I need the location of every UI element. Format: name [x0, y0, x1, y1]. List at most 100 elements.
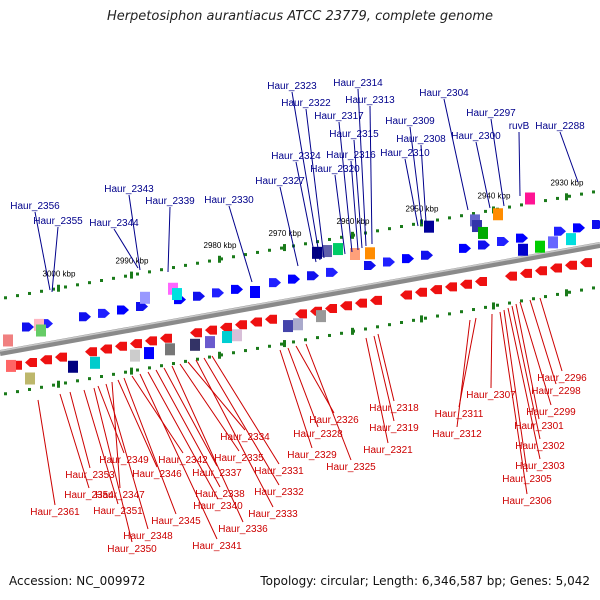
scale-dot: [184, 359, 187, 363]
scale-tick-label: 3000 kbp: [43, 270, 76, 279]
label-leader-line: [279, 349, 313, 449]
label-leader-line: [105, 383, 149, 530]
label-leader-line: [353, 139, 363, 249]
scale-dot: [40, 385, 43, 389]
reverse-gene-arrow: [145, 336, 157, 346]
label-leader-line: [409, 126, 423, 225]
label-leader-line: [357, 88, 367, 247]
scale-dot: [388, 227, 391, 231]
scale-dot: [520, 203, 523, 207]
scale-dot: [76, 379, 79, 383]
scale-major-tick: [218, 255, 221, 263]
scale-dot: [52, 287, 55, 291]
scale-dot: [244, 349, 247, 353]
scale-dot: [232, 255, 235, 259]
gene-block: [478, 226, 488, 239]
reverse-gene-label: Haur_2312: [432, 429, 482, 440]
reverse-gene-arrow: [535, 266, 547, 276]
scale-tick-label: 2950 kbp: [406, 204, 439, 213]
forward-gene-arrow: [22, 322, 34, 332]
gene-block: [293, 318, 303, 331]
label-leader-line: [69, 391, 91, 469]
reverse-gene-arrow: [550, 263, 562, 273]
reverse-gene-arrow: [190, 328, 202, 338]
reverse-gene-arrow: [445, 282, 457, 292]
label-leader-line: [117, 379, 158, 468]
scale-dot: [520, 299, 523, 303]
scale-dot: [376, 325, 379, 329]
scale-dot: [4, 296, 7, 300]
label-leader-line: [420, 144, 427, 223]
reverse-gene-label: Haur_2306: [502, 496, 552, 507]
gene-block: [316, 310, 326, 323]
gene-block: [365, 247, 375, 260]
reverse-gene-label: Haur_2335: [214, 453, 264, 464]
forward-gene-arrow: [117, 305, 129, 315]
reverse-gene-label: Haur_2311: [435, 409, 484, 420]
scale-dot: [196, 357, 199, 361]
scale-dot: [196, 261, 199, 265]
reverse-gene-label: Haur_2325: [326, 462, 376, 473]
reverse-gene-label: Haur_2332: [254, 487, 304, 498]
forward-gene-label: Haur_2320: [310, 164, 360, 175]
gene-block: [312, 246, 322, 259]
scale-dot: [136, 272, 139, 276]
forward-gene-label: Haur_2344: [89, 218, 139, 229]
scale-dot: [184, 263, 187, 267]
forward-gene-label: Haur_2330: [204, 195, 254, 206]
scale-dot: [244, 253, 247, 257]
label-leader-line: [139, 373, 218, 540]
forward-gene-arrow: [79, 312, 91, 322]
scale-dot: [328, 237, 331, 241]
forward-gene-arrow: [231, 284, 243, 294]
label-leader-line: [539, 297, 563, 372]
reverse-gene-label: Haur_2321: [363, 445, 413, 456]
forward-gene-label: Haur_2324: [271, 151, 321, 162]
reverse-gene-label: Haur_2301: [514, 421, 564, 432]
reverse-gene-arrow: [415, 287, 427, 297]
scale-dot: [448, 312, 451, 316]
forward-gene-label: Haur_2322: [281, 98, 331, 109]
scale-dot: [160, 364, 163, 368]
forward-gene-arrow: [288, 274, 300, 284]
label-leader-line: [111, 381, 121, 489]
scale-major-tick: [492, 302, 495, 310]
scale-dot: [268, 344, 271, 348]
scale-dot: [448, 216, 451, 220]
label-leader-line: [131, 375, 184, 454]
forward-gene-arrow: [554, 226, 566, 236]
scale-dot: [532, 297, 535, 301]
scale-dot: [544, 199, 547, 203]
label-leader-line: [163, 367, 218, 467]
backbone-line: [0, 242, 600, 356]
label-leader-line: [128, 194, 141, 271]
gene-block: [190, 338, 200, 351]
reverse-gene-label: Haur_2348: [123, 531, 173, 542]
label-leader-line: [83, 389, 119, 505]
label-leader-line: [365, 337, 389, 444]
forward-gene-label: Haur_2356: [10, 201, 60, 212]
label-leader-line: [37, 399, 56, 506]
gene-block: [493, 208, 503, 221]
label-leader-line: [338, 121, 353, 253]
scale-dot: [424, 316, 427, 320]
forward-gene-arrow: [402, 254, 414, 264]
reverse-gene-arrow: [460, 279, 472, 289]
reverse-gene-arrow: [130, 339, 142, 349]
forward-gene-label: Haur_2316: [326, 150, 376, 161]
scale-dot: [400, 321, 403, 324]
reverse-gene-label: Haur_2328: [293, 429, 343, 440]
reverse-gene-arrow: [25, 358, 37, 367]
scale-dot: [172, 266, 175, 270]
reverse-gene-label: Haur_2298: [531, 386, 581, 397]
forward-gene-arrow: [212, 288, 224, 298]
reverse-gene-label: Haur_2302: [515, 441, 565, 452]
scale-ticks: 3000 kbp 2990 kbp 2980 kbp 2970 kbp 2960 kbp…: [4, 178, 595, 396]
forward-gene-label: Haur_2309: [385, 116, 435, 127]
forward-gene-arrow: [326, 267, 338, 277]
gene-block: [144, 347, 154, 360]
label-leader-line: [305, 343, 352, 461]
reverse-gene-arrow: [205, 325, 217, 335]
forward-gene-label: Haur_2339: [145, 196, 195, 207]
